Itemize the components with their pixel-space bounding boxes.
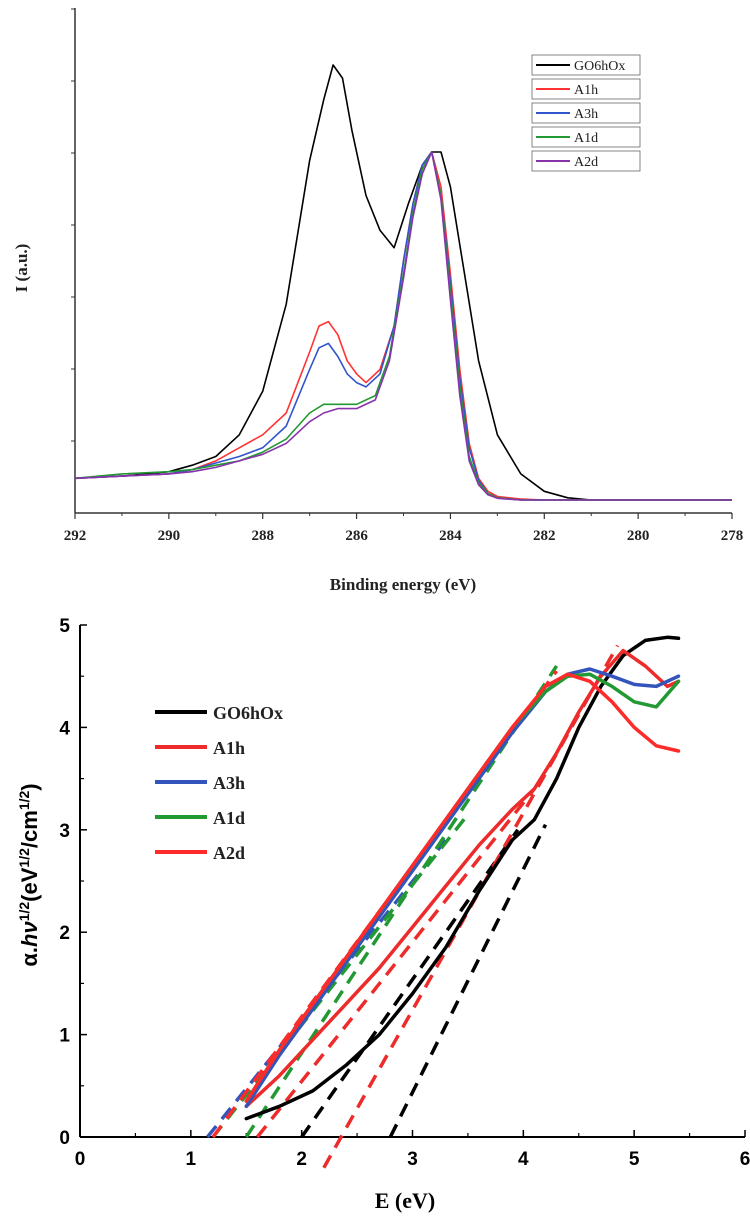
xps-y-axis-title: I (a.u.) bbox=[12, 244, 31, 293]
xps-legend-label: A3h bbox=[574, 107, 598, 122]
tauc-y-tick-label: 2 bbox=[59, 923, 70, 944]
tauc-legend-label: A1h bbox=[213, 738, 245, 758]
tauc-x-tick-label: 2 bbox=[296, 1149, 307, 1170]
tauc-tangent-line bbox=[388, 823, 548, 1138]
tauc-series-a3h bbox=[244, 667, 681, 1109]
tauc-y-tick-label: 3 bbox=[59, 821, 70, 842]
tauc-y-tick-label: 1 bbox=[59, 1026, 70, 1047]
tauc-series-group bbox=[244, 635, 681, 1121]
tauc-legend-label: A1d bbox=[213, 808, 245, 828]
xps-x-tick-label: 292 bbox=[64, 528, 87, 544]
tauc-y-tick-label: 5 bbox=[59, 616, 70, 637]
tauc-tangent-line bbox=[211, 813, 470, 1139]
xps-x-tick-label: 284 bbox=[439, 528, 462, 544]
tauc-tick-labels: 0 1 2 3 4 5 6 0 1 2 3 4 5 bbox=[59, 616, 750, 1170]
xps-tick-labels: 292 290 288 286 284 282 280 278 bbox=[64, 528, 744, 544]
tauc-x-tick-label: 1 bbox=[186, 1149, 197, 1170]
xps-x-tick-label: 286 bbox=[345, 528, 368, 544]
xps-series-a3h bbox=[74, 151, 732, 501]
tauc-y-axis-title: α.hν1/2(eV1/2/cm1/2) bbox=[16, 783, 42, 966]
tauc-legend-label: GO6hOx bbox=[213, 703, 283, 723]
xps-x-tick-label: 280 bbox=[627, 528, 650, 544]
xps-chart: 292 290 288 286 284 282 280 278 Binding energy … bbox=[12, 8, 743, 594]
tauc-x-axis-title: E (eV) bbox=[375, 1188, 435, 1213]
tauc-legend-label: A2d bbox=[213, 843, 245, 863]
xps-legend-label: GO6hOx bbox=[574, 59, 625, 74]
tauc-series-a1h bbox=[244, 648, 681, 1109]
xps-legend: GO6hOx A1h A3h A1d A2d bbox=[531, 54, 641, 172]
xps-legend-box bbox=[531, 102, 641, 124]
tauc-tangent-line bbox=[300, 828, 520, 1139]
xps-series-group bbox=[74, 64, 732, 501]
tauc-legend: GO6hOx A1h A3h A1d A2d bbox=[155, 703, 283, 863]
tauc-chart: 0 1 2 3 4 5 6 0 1 2 3 4 5 E (eV) α.hν1/2(eV1/2/cm1/2… bbox=[16, 616, 750, 1213]
xps-legend-label: A1h bbox=[574, 83, 598, 98]
xps-legend-label: A1d bbox=[574, 131, 598, 146]
xps-legend-box bbox=[531, 150, 641, 172]
xps-legend-label: A2d bbox=[574, 155, 598, 170]
tauc-series-a2d bbox=[244, 672, 681, 1103]
xps-x-tick-label: 278 bbox=[721, 528, 744, 544]
xps-series-a1h bbox=[74, 151, 732, 501]
xps-legend-box bbox=[531, 78, 641, 100]
tauc-legend-label: A3h bbox=[213, 773, 245, 793]
xps-legend-box bbox=[531, 126, 641, 148]
xps-x-tick-label: 288 bbox=[251, 528, 274, 544]
tauc-x-tick-label: 3 bbox=[407, 1149, 418, 1170]
xps-x-tick-label: 290 bbox=[158, 528, 181, 544]
tauc-axes bbox=[79, 624, 746, 1138]
tauc-tangent-line bbox=[255, 787, 536, 1139]
xps-series-a1d bbox=[74, 151, 732, 501]
tauc-x-tick-label: 0 bbox=[75, 1149, 86, 1170]
tauc-x-tick-label: 6 bbox=[740, 1149, 750, 1170]
xps-axes bbox=[71, 8, 733, 519]
xps-x-tick-label: 282 bbox=[533, 528, 556, 544]
xps-x-axis-title: Binding energy (eV) bbox=[330, 575, 476, 594]
tauc-series-go6hox bbox=[244, 635, 681, 1121]
tauc-y-tick-label: 4 bbox=[59, 718, 70, 739]
xps-series-a2d bbox=[74, 151, 732, 501]
tauc-x-tick-label: 4 bbox=[518, 1149, 529, 1170]
xps-series-go6hox bbox=[74, 64, 732, 501]
xps-legend-box bbox=[531, 54, 641, 76]
tauc-y-tick-label: 0 bbox=[59, 1128, 70, 1149]
tauc-x-tick-label: 5 bbox=[629, 1149, 640, 1170]
tauc-tangent-lines bbox=[206, 644, 620, 1169]
